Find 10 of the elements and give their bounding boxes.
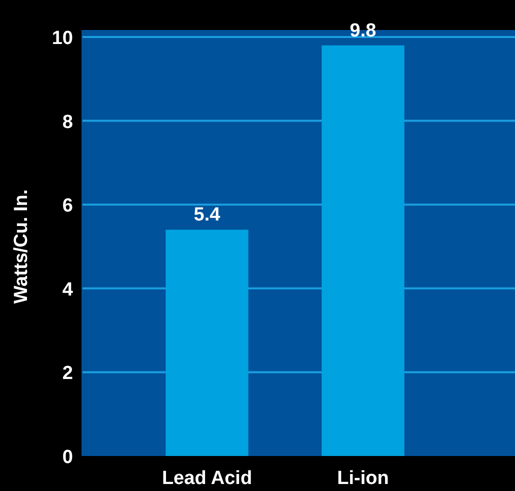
x-tick-label: Li-ion: [337, 468, 389, 489]
y-tick-label: 0: [62, 447, 73, 468]
y-tick-label: 6: [62, 196, 73, 217]
x-tick-label: Lead Acid: [162, 468, 252, 489]
y-tick-label: 4: [62, 279, 74, 300]
data-label: 5.4: [194, 204, 221, 226]
y-tick-label: 10: [52, 28, 73, 49]
y-tick-label: 2: [62, 363, 73, 384]
y-axis-title: Watts/Cu. In.: [11, 189, 32, 304]
y-tick-label: 8: [62, 112, 73, 133]
